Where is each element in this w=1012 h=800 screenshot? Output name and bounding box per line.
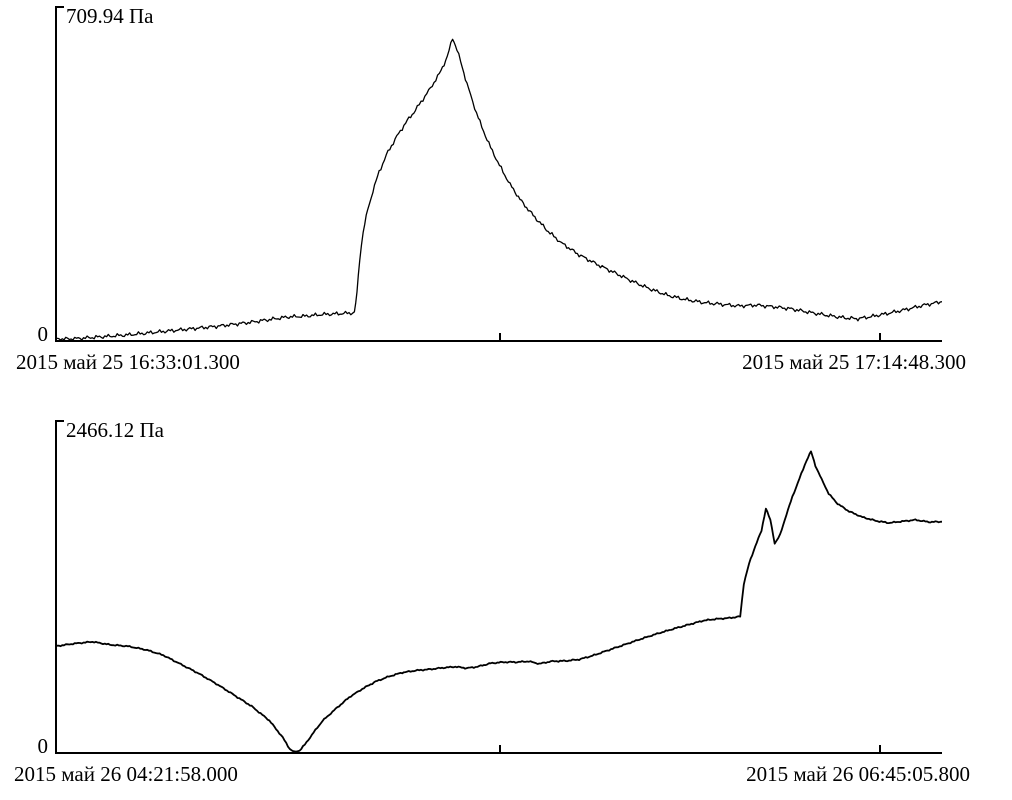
y-max-label-top: 709.94 Па <box>66 4 154 28</box>
y-max-label-bottom: 2466.12 Па <box>66 418 164 442</box>
plot-area-top: 709.94 Па <box>55 4 942 342</box>
y-axis-max-tick-bottom <box>57 420 64 422</box>
x-start-label-bottom: 2015 май 26 04:21:58.000 <box>14 762 238 786</box>
x-axis-mid-tick-top <box>498 333 501 340</box>
x-axis-mid-tick-bottom <box>498 745 501 752</box>
pressure-trace-bottom <box>57 450 942 752</box>
x-end-label-top: 2015 май 25 17:14:48.300 <box>742 350 966 374</box>
x-end-label-bottom: 2015 май 26 06:45:05.800 <box>746 762 970 786</box>
y-axis-max-tick-top <box>57 6 64 8</box>
y-zero-label-top: 0 <box>37 322 49 346</box>
x-axis-right-tick-top <box>879 333 882 340</box>
pressure-trace-top <box>57 38 942 340</box>
x-axis-right-tick-bottom <box>879 745 882 752</box>
plot-area-bottom: 2466.12 Па <box>55 418 942 754</box>
y-zero-label-bottom: 0 <box>37 734 49 758</box>
x-start-label-top: 2015 май 25 16:33:01.300 <box>16 350 240 374</box>
